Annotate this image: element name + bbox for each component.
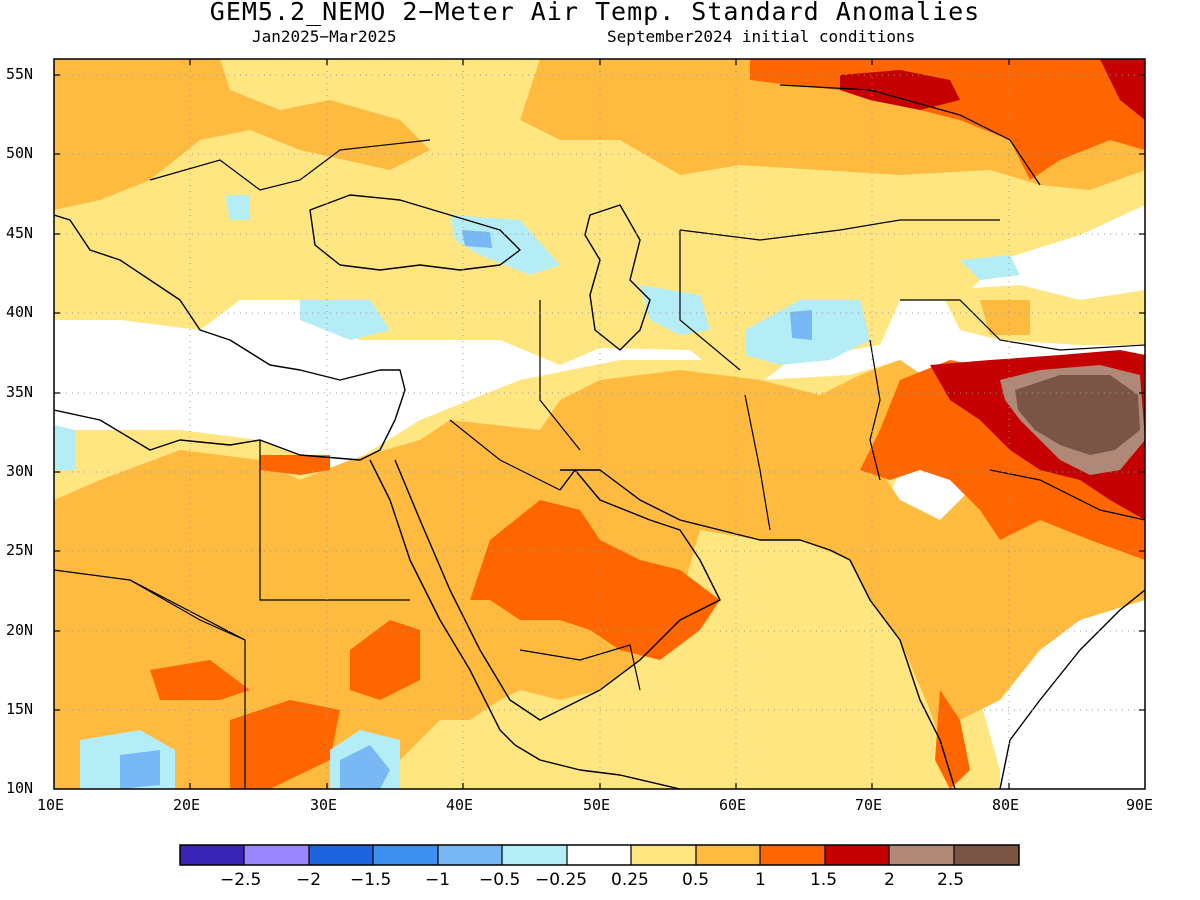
colorbar-label: 1.5: [810, 870, 838, 890]
border-line: [539, 300, 581, 451]
country-borders: [54, 84, 1145, 789]
lon-label: 80E: [992, 796, 1020, 814]
arabian-coast: [394, 459, 721, 721]
india-east-coast: [999, 589, 1145, 789]
colorbar-label: −2: [296, 870, 322, 890]
lat-label: 55N: [6, 65, 34, 83]
colorbar-swatch: [438, 845, 502, 865]
colorbar-label: −0.25: [535, 870, 588, 890]
colorbar-swatch: [244, 845, 309, 865]
period-subtitle: Jan2025−Mar2025: [252, 27, 397, 46]
lon-label: 10E: [37, 796, 65, 814]
coastlines: [54, 194, 1145, 789]
border-line: [149, 139, 431, 191]
anomaly-field: [54, 59, 1145, 789]
border-line: [779, 84, 1041, 186]
lat-label: 35N: [6, 383, 34, 401]
lat-label: 40N: [6, 303, 34, 321]
lon-label: 30E: [310, 796, 338, 814]
colorbar-frame: [179, 844, 1020, 866]
india-coast: [849, 559, 956, 789]
colorbar-swatch: [180, 845, 244, 865]
border-line: [519, 644, 641, 691]
colorbar-swatch: [373, 845, 438, 865]
colorbar-label: 0.5: [682, 870, 710, 890]
border-line: [679, 230, 741, 371]
horn-of-africa-coast: [514, 744, 681, 789]
lat-label: 50N: [6, 144, 34, 162]
colorbar-label: 2: [884, 870, 895, 890]
border-line: [900, 299, 1145, 351]
lon-label: 70E: [855, 796, 883, 814]
colorbar-label: −1: [425, 870, 451, 890]
colorbar-swatch: [696, 845, 760, 865]
border-line: [259, 440, 410, 601]
colorbar: [179, 844, 1020, 866]
colorbar-swatch: [760, 845, 825, 865]
lat-label: 15N: [6, 700, 34, 718]
colorbar-dividers: [243, 845, 955, 865]
lat-label: 20N: [6, 621, 34, 639]
colorbar-label: 1: [755, 870, 766, 890]
black-sea-coast: [309, 194, 521, 271]
border-line: [449, 419, 561, 491]
colorbar-label: 2.5: [937, 870, 965, 890]
border-line: [54, 569, 246, 789]
border-line: [129, 579, 246, 641]
axis-ticks: [54, 59, 1145, 789]
map-title: GEM5.2_NEMO 2−Meter Air Temp. Standard A…: [209, 0, 981, 26]
persian-gulf-coast: [560, 469, 851, 561]
lat-label: 25N: [6, 541, 34, 559]
lon-label: 90E: [1126, 796, 1154, 814]
lon-label: 20E: [173, 796, 201, 814]
colorbar-swatch: [954, 845, 1019, 865]
colorbar-swatch: [567, 845, 631, 865]
lon-label: 50E: [583, 796, 611, 814]
anomaly-shading-2.5: [1015, 375, 1140, 455]
colorbar-label: 0.25: [611, 870, 649, 890]
colorbar-label: −1.5: [350, 870, 392, 890]
border-line: [744, 394, 771, 531]
anomaly-shading-negative-mid: [120, 230, 812, 789]
lat-label: 30N: [6, 462, 34, 480]
lon-label: 40E: [446, 796, 474, 814]
colorbar-swatch: [889, 845, 954, 865]
colorbar-swatch: [309, 845, 373, 865]
colorbar-swatch: [631, 845, 696, 865]
border-line: [679, 219, 1000, 241]
mediterranean-coast: [54, 214, 406, 461]
red-sea-coast: [369, 459, 516, 746]
colorbar-label: −2.5: [220, 870, 262, 890]
colorbar-swatch: [502, 845, 567, 865]
border-line: [989, 469, 1145, 521]
initial-conditions-subtitle: September2024 initial conditions: [607, 27, 916, 46]
colorbar-label: −0.5: [479, 870, 521, 890]
colorbar-swatch: [825, 845, 889, 865]
lon-label: 60E: [719, 796, 747, 814]
lat-label: 45N: [6, 224, 34, 242]
border-line: [869, 339, 881, 481]
lat-label: 10N: [6, 779, 34, 797]
